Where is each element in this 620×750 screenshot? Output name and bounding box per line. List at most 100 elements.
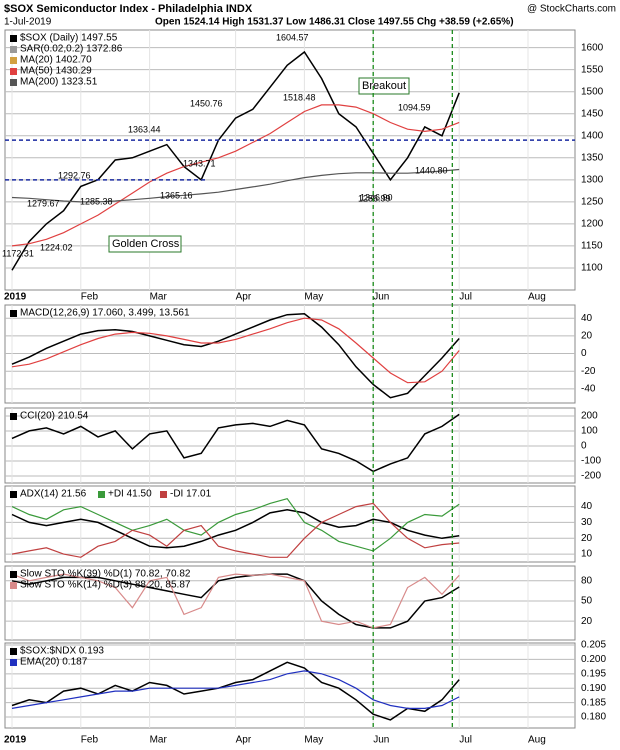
x-tick-label: Apr <box>236 292 252 303</box>
y-tick-label: 1400 <box>581 130 604 141</box>
source: @ StockCharts.com <box>527 4 616 15</box>
legend-swatch <box>10 310 17 317</box>
panel-frame <box>4 565 576 641</box>
y-tick-label: 1350 <box>581 152 604 163</box>
x-tick-label: 2019 <box>4 735 27 746</box>
x-tick-label: Mar <box>150 292 168 303</box>
y-tick-label: 20 <box>581 331 593 342</box>
annotation: 1604.57 <box>276 32 309 42</box>
legend-label: EMA(20) 0.187 <box>20 657 88 668</box>
y-tick-label: 0.200 <box>581 654 606 665</box>
legend-label: MA(20) 1402.70 <box>20 55 92 66</box>
y-tick-label: 0.180 <box>581 712 606 723</box>
annotation: 1285.38 <box>80 196 113 206</box>
legend-label: SAR(0.02,0.2) 1372.86 <box>20 44 123 55</box>
panel-frame <box>4 642 576 729</box>
legend-swatch <box>10 68 17 75</box>
annotation: 1172.31 <box>2 248 34 258</box>
series-line <box>11 573 460 629</box>
annotation: 1094.59 <box>398 102 431 112</box>
series-line <box>11 661 460 721</box>
x-tick-label: Jul <box>459 735 472 746</box>
series-line <box>11 313 460 399</box>
series-line <box>11 670 460 709</box>
y-tick-label: 0 <box>581 441 587 452</box>
y-tick-label: 0.190 <box>581 683 606 694</box>
panel-frame <box>4 485 576 563</box>
legend-label: CCI(20) 210.54 <box>20 411 89 422</box>
legend-swatch <box>10 571 17 578</box>
y-tick-label: 0 <box>581 348 587 359</box>
y-tick-label: 20 <box>581 533 593 544</box>
series-line <box>11 502 460 558</box>
legend-swatch <box>10 491 17 498</box>
annotation: 1346.90 <box>360 192 393 202</box>
y-tick-label: 40 <box>581 313 593 324</box>
y-tick-label: -40 <box>581 384 596 395</box>
legend-swatch <box>10 57 17 64</box>
y-tick-label: 1550 <box>581 64 604 75</box>
annotation: 1279.67 <box>27 198 60 208</box>
y-tick-label: 0.205 <box>581 640 606 651</box>
legend-swatch <box>10 46 17 53</box>
series-line <box>11 317 460 384</box>
legend-swatch <box>10 35 17 42</box>
x-tick-label: Jun <box>373 735 389 746</box>
y-tick-label: 200 <box>581 411 598 422</box>
series-line <box>11 573 460 629</box>
x-tick-label: Aug <box>528 292 546 303</box>
annotation: 1343.71 <box>183 158 216 168</box>
y-tick-label: 1200 <box>581 219 604 230</box>
legend-swatch <box>98 491 105 498</box>
legend-label: ADX(14) 21.56 <box>20 489 87 500</box>
annotation: 1440.80 <box>415 165 448 175</box>
y-tick-label: 1100 <box>581 263 603 274</box>
y-tick-label: 10 <box>581 549 593 560</box>
legend-label: $SOX (Daily) 1497.55 <box>20 33 118 44</box>
x-tick-label: Feb <box>81 735 99 746</box>
legend-swatch <box>10 582 17 589</box>
legend-label: +DI 41.50 <box>108 489 152 500</box>
y-tick-label: 40 <box>581 501 593 512</box>
x-tick-label: Jun <box>373 292 389 303</box>
y-tick-label: 100 <box>581 426 598 437</box>
y-tick-label: 1600 <box>581 42 604 53</box>
x-tick-label: 2019 <box>4 292 27 303</box>
annotation-box <box>108 235 182 253</box>
y-tick-label: 1150 <box>581 241 603 252</box>
series-line <box>11 413 460 473</box>
panel-frame <box>4 29 576 291</box>
y-tick-label: 30 <box>581 517 593 528</box>
legend-label: Slow STO %K(39) %D(1) 70.82, 70.82 <box>20 569 191 580</box>
y-tick-label: 0.185 <box>581 697 606 708</box>
series-line <box>11 509 460 549</box>
legend-swatch <box>160 491 167 498</box>
legend-label: $SOX:$NDX 0.193 <box>20 646 104 657</box>
y-tick-label: 1300 <box>581 174 604 185</box>
series-line <box>11 498 460 552</box>
y-tick-label: 0.195 <box>581 668 606 679</box>
annotation: 1450.76 <box>190 98 223 108</box>
y-tick-label: 80 <box>581 575 593 586</box>
legend-swatch <box>10 79 17 86</box>
annotation: Golden Cross <box>112 238 180 250</box>
chart-title: $SOX Semiconductor Index - Philadelphia … <box>4 3 253 15</box>
legend-swatch <box>10 648 17 655</box>
y-tick-label: 1450 <box>581 108 604 119</box>
quote: Open 1524.14 High 1531.37 Low 1486.31 Cl… <box>155 17 514 28</box>
y-tick-label: -100 <box>581 456 601 467</box>
series-line <box>11 168 460 203</box>
series-line <box>11 50 460 271</box>
annotation: 1286.99 <box>358 193 391 203</box>
x-tick-label: Mar <box>150 735 168 746</box>
legend-label: MA(200) 1323.51 <box>20 77 98 88</box>
legend-label: MA(50) 1430.29 <box>20 66 92 77</box>
legend-swatch <box>10 659 17 666</box>
legend-label: -DI 17.01 <box>170 489 212 500</box>
annotation: Breakout <box>362 80 406 92</box>
y-tick-label: 1250 <box>581 197 604 208</box>
series-line <box>11 104 460 247</box>
annotation: 1224.02 <box>40 242 73 252</box>
